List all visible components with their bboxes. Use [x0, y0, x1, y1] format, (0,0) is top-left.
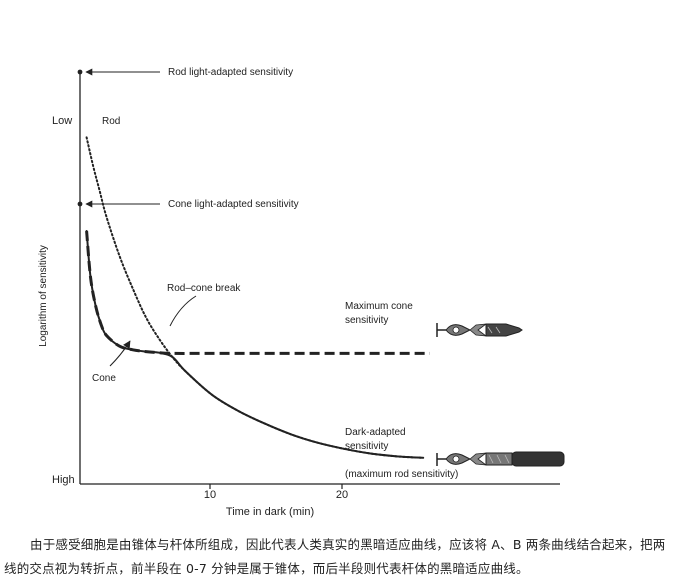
figure-caption: 由于感受细胞是由锥体与杆体所组成，因此代表人类真实的黑暗适应曲线，应该将 A、B… [4, 537, 666, 576]
dark-adapted-label-line3: (maximum rod sensitivity) [345, 469, 458, 480]
series-line-rod [85, 136, 425, 459]
cone-cell-illustration [436, 323, 523, 337]
series-layer [85, 136, 430, 459]
x-tick-label-10: 10 [204, 489, 216, 501]
max-cone-label-line1: Maximum cone [345, 301, 413, 312]
dark-adaptation-chart: Logarithm of sensitivity Time in dark (m… [38, 67, 565, 518]
dark-adapted-label-line1: Dark-adapted [345, 427, 406, 438]
max-cone-label-line2: sensitivity [345, 315, 388, 326]
series-line-cone [85, 230, 430, 355]
series-line-dark-adapted-sensitivity [85, 230, 425, 459]
rod-light-adapted-label: Rod light-adapted sensitivity [168, 67, 293, 78]
cone-pointer [109, 340, 131, 367]
rod-label: Rod [102, 116, 120, 127]
x-tick-label-20: 20 [336, 489, 348, 501]
x-axis-label: Time in dark (min) [226, 506, 314, 518]
cone-light-adapted-label: Cone light-adapted sensitivity [168, 199, 299, 210]
y-tick-low: Low [52, 115, 72, 127]
rod-cell-illustration [436, 451, 565, 467]
dark-adapted-label-line2: sensitivity [345, 441, 388, 452]
y-axis-label: Logarithm of sensitivity [38, 245, 49, 347]
cone-label: Cone [92, 373, 116, 384]
rod-cone-break-label: Rod–cone break [167, 283, 241, 294]
rod-light-adapted-marker [77, 69, 83, 75]
y-tick-high: High [52, 474, 75, 486]
cone-light-adapted-marker [77, 201, 83, 207]
rod-cone-break-pointer [169, 295, 197, 327]
